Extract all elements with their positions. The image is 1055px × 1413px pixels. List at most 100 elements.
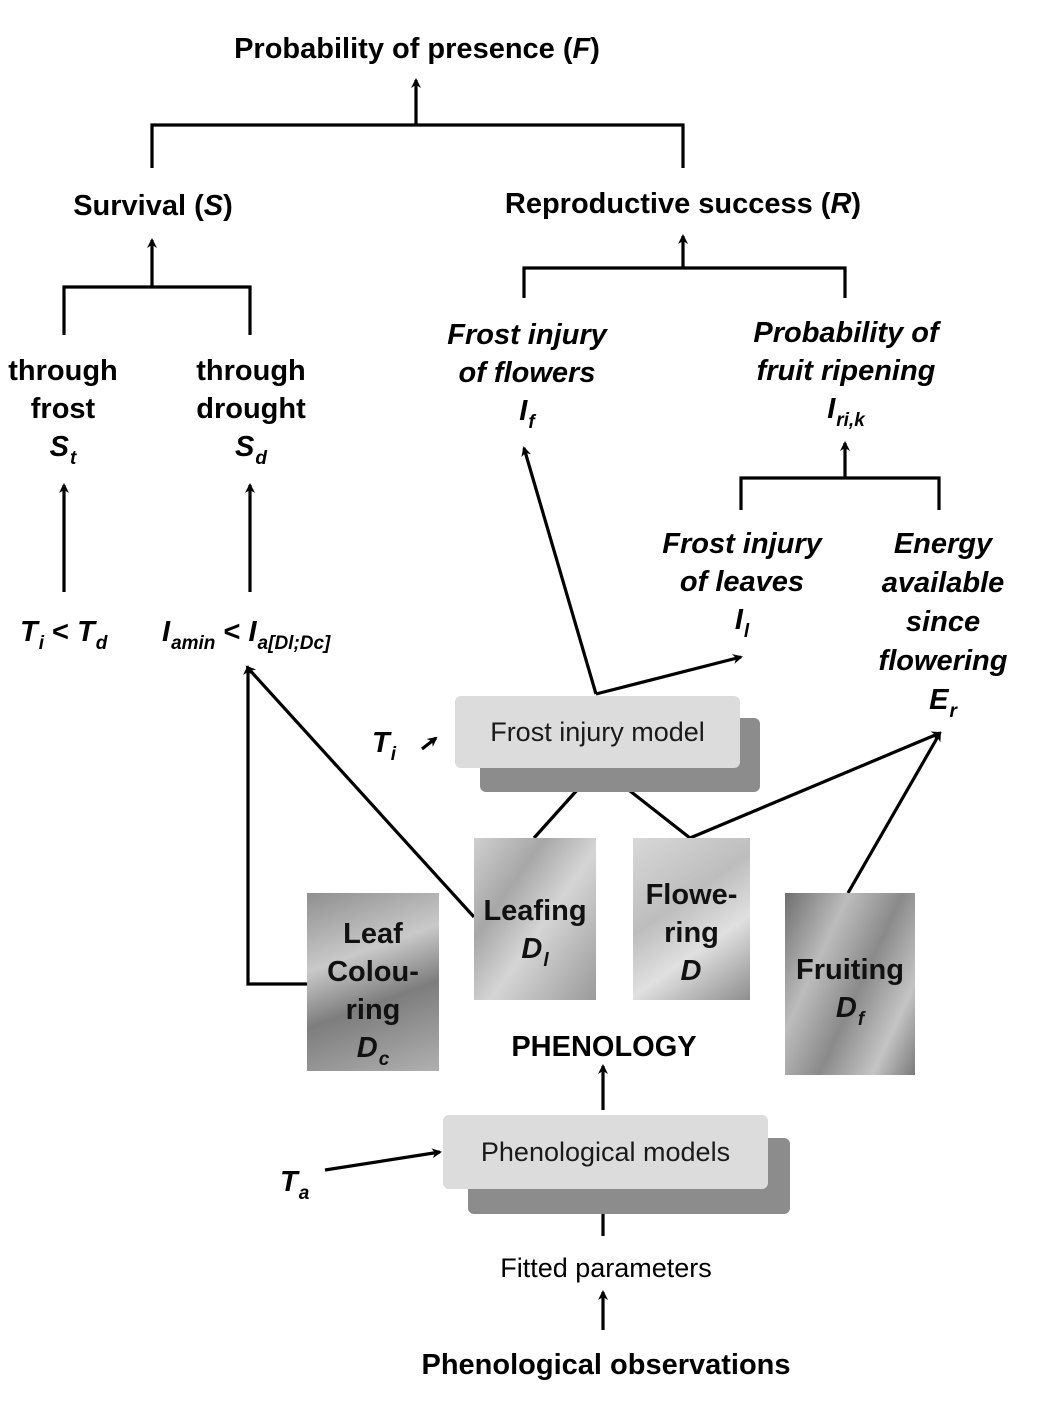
flowering-line2: ring	[664, 917, 719, 949]
frost-cond-left: T	[20, 616, 38, 648]
fitted-parameters-label: Fitted parameters	[500, 1253, 712, 1283]
flowering-line1: Flowe-	[645, 879, 738, 911]
frost-cond-right-sub: d	[95, 633, 108, 654]
fruiting-line1: Fruiting	[796, 954, 904, 986]
ti-symbol: T	[372, 727, 390, 759]
leaf-colouring-line3: ring	[345, 994, 401, 1026]
drought-cond-right: I	[248, 616, 257, 648]
node-fitted-parameters: Fitted parameters	[500, 1250, 712, 1286]
edge-colouring-drought	[243, 665, 310, 986]
phenological-models-box: Phenological models	[443, 1115, 768, 1189]
frost-leaves-symbol-main: I	[734, 604, 743, 636]
flowering-caption: Flowe- ring D	[633, 876, 750, 994]
node-fruit-ripening: Probability of fruit ripening Iri,k	[753, 314, 938, 432]
leaf-colouring-line1: Leaf	[343, 918, 403, 950]
leafing-symbol-main: D	[521, 933, 543, 965]
drought-cond-right-sub: a[Dl;Dc]	[257, 633, 331, 654]
ripening-symbol-sub: ri,k	[836, 410, 865, 431]
frost-flowers-symbol: If	[447, 392, 607, 434]
bracket-ripening	[739, 476, 941, 510]
leafing-symbol: Dl	[474, 930, 596, 972]
frost-cond-op: <	[44, 616, 78, 648]
node-survival: Survival (S)	[73, 187, 233, 225]
frost-flowers-symbol-sub: f	[528, 412, 535, 433]
fruiting-symbol-sub: f	[857, 1009, 865, 1030]
ripening-line2: fruit ripening	[756, 355, 936, 387]
through-drought-line2: drought	[196, 393, 306, 425]
node-ta-input: Ta	[280, 1163, 309, 1205]
photo-flowering: Flowe- ring D	[633, 838, 750, 1000]
bracket-presence	[150, 123, 685, 168]
reproductive-symbol: R	[830, 188, 852, 220]
drought-cond-left-sub: amin	[171, 633, 216, 654]
drought-cond-op: <	[215, 616, 249, 648]
edge-fruiting-energy	[846, 731, 942, 894]
ta-symbol: T	[280, 1166, 298, 1198]
frost-leaves-line1: Frost injury	[662, 528, 822, 560]
energy-line4: flowering	[878, 645, 1008, 677]
leafing-line1: Leafing	[483, 895, 587, 927]
drought-cond-left: I	[162, 616, 171, 648]
node-through-drought: through drought Sd	[196, 352, 306, 470]
through-drought-symbol-sub: d	[255, 448, 267, 469]
frost-flowers-line1: Frost injury	[447, 319, 607, 351]
through-frost-symbol-sub: t	[70, 448, 77, 469]
energy-symbol: Er	[879, 681, 1008, 723]
frost-leaves-line2: of leaves	[679, 566, 805, 598]
ripening-symbol-main: I	[827, 393, 836, 425]
node-probability-of-presence: Probability of presence (F)	[234, 30, 600, 68]
phenological-models-label: Phenological models	[480, 1137, 731, 1167]
frost-flowers-line2: of flowers	[458, 357, 596, 389]
through-drought-line1: through	[196, 355, 306, 387]
bracket-survival	[62, 285, 252, 335]
phenology-label: PHENOLOGY	[511, 1031, 697, 1063]
energy-symbol-main: E	[929, 684, 949, 716]
energy-line1: Energy	[893, 528, 993, 560]
through-frost-symbol: St	[8, 428, 118, 470]
node-ti-input: Ti	[372, 724, 396, 766]
photo-leafing: Leafing Dl	[474, 838, 596, 1000]
frost-leaves-symbol-sub: l	[743, 621, 750, 642]
leafing-symbol-sub: l	[543, 950, 549, 971]
photo-leaf-colouring: Leaf Colou- ring Dc	[307, 893, 439, 1071]
through-drought-symbol: Sd	[196, 428, 306, 470]
photo-fruiting: Fruiting Df	[785, 893, 915, 1075]
reproductive-close: )	[851, 188, 862, 220]
frost-leaves-symbol: Il	[662, 601, 822, 643]
survival-label: Survival (	[73, 190, 204, 222]
edge-to-leaves	[595, 654, 743, 696]
leaf-colouring-symbol: Dc	[307, 1029, 439, 1071]
presence-symbol: F	[572, 33, 591, 65]
leaf-colouring-line2: Colou-	[327, 956, 419, 988]
node-reproductive-success: Reproductive success (R)	[505, 185, 861, 223]
leaf-colouring-symbol-sub: c	[378, 1049, 390, 1070]
ta-sub: a	[298, 1183, 310, 1204]
energy-line3: since	[905, 606, 981, 638]
node-frost-condition: Ti < Td	[20, 613, 107, 655]
reproductive-label: Reproductive success (	[504, 188, 831, 220]
edge-flowering-energy	[689, 731, 942, 840]
bracket-reproductive	[522, 266, 847, 298]
flowering-symbol-main: D	[680, 955, 702, 987]
ripening-line1: Probability of	[753, 317, 939, 349]
frost-injury-model-box: Frost injury model	[455, 696, 740, 768]
edge-to-flowers	[521, 446, 598, 695]
node-energy-available: Energy available since flowering Er	[879, 525, 1008, 723]
ti-sub: i	[390, 744, 396, 765]
frost-cond-right: T	[77, 616, 95, 648]
presence-close: )	[590, 33, 600, 65]
frost-model-label: Frost injury model	[490, 717, 705, 747]
through-frost-line1: through	[8, 355, 118, 387]
edge-ti-input	[421, 736, 438, 751]
through-drought-symbol-main: S	[235, 431, 255, 463]
node-frost-injury-flowers: Frost injury of flowers If	[447, 316, 607, 434]
leaf-colouring-caption: Leaf Colou- ring Dc	[307, 915, 439, 1071]
ripening-symbol: Iri,k	[753, 390, 938, 432]
presence-label: Probability of presence (	[234, 33, 573, 65]
edge-ta-input	[324, 1148, 442, 1172]
energy-symbol-sub: r	[949, 701, 957, 722]
edge-leafing-drought	[245, 665, 476, 919]
phenological-observations-label: Phenological observations	[421, 1349, 791, 1381]
